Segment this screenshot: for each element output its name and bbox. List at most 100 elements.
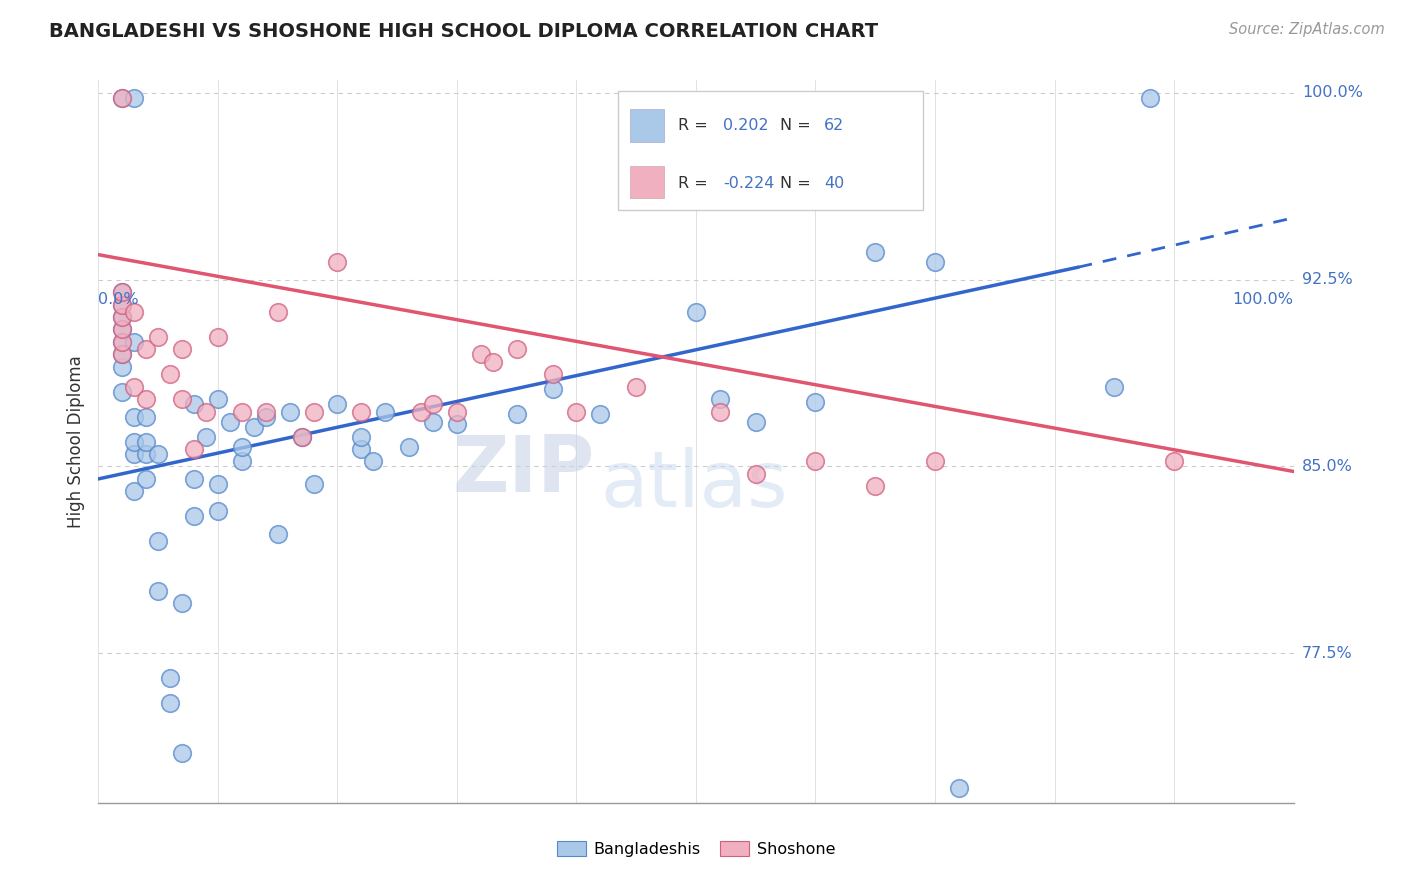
Point — [745, 467, 768, 481]
Text: 77.5%: 77.5% — [1302, 646, 1353, 661]
Point — [207, 392, 229, 407]
Point — [124, 409, 146, 424]
Point — [481, 355, 505, 369]
FancyBboxPatch shape — [619, 91, 922, 211]
Legend: Bangladeshis, Shoshone: Bangladeshis, Shoshone — [551, 835, 841, 863]
Point — [1139, 91, 1161, 105]
Point — [148, 534, 170, 549]
Point — [267, 305, 290, 319]
Point — [804, 454, 827, 468]
Text: atlas: atlas — [600, 447, 787, 523]
Point — [207, 504, 229, 518]
Point — [422, 397, 444, 411]
Point — [195, 404, 218, 418]
Point — [111, 91, 134, 105]
Text: N =: N = — [780, 119, 815, 133]
Text: 62: 62 — [824, 119, 844, 133]
Point — [135, 447, 157, 461]
Point — [172, 392, 194, 407]
Point — [350, 429, 373, 443]
Point — [111, 334, 134, 349]
Point — [172, 597, 194, 611]
Point — [124, 305, 146, 319]
Text: 85.0%: 85.0% — [1302, 459, 1353, 474]
Point — [148, 584, 170, 599]
Point — [1104, 380, 1126, 394]
Point — [326, 255, 349, 269]
Point — [470, 347, 492, 361]
Point — [159, 368, 181, 382]
Point — [745, 415, 768, 429]
Point — [111, 285, 134, 299]
Point — [278, 404, 301, 418]
Point — [1163, 454, 1185, 468]
Point — [148, 330, 170, 344]
Text: BANGLADESHI VS SHOSHONE HIGH SCHOOL DIPLOMA CORRELATION CHART: BANGLADESHI VS SHOSHONE HIGH SCHOOL DIPL… — [49, 22, 879, 41]
Point — [804, 394, 827, 409]
Point — [685, 305, 707, 319]
Point — [183, 397, 205, 411]
Point — [709, 392, 731, 407]
Point — [111, 310, 134, 324]
Point — [111, 334, 134, 349]
Point — [111, 91, 134, 105]
Point — [111, 322, 134, 336]
Point — [219, 415, 242, 429]
Point — [865, 245, 887, 260]
Point — [231, 440, 253, 454]
Point — [124, 434, 146, 449]
Point — [172, 343, 194, 357]
Point — [326, 397, 349, 411]
Text: R =: R = — [678, 119, 713, 133]
Text: 0.0%: 0.0% — [98, 292, 139, 307]
Point — [207, 330, 229, 344]
Text: 40: 40 — [824, 176, 844, 191]
Point — [411, 404, 433, 418]
Point — [506, 343, 529, 357]
Point — [183, 442, 205, 456]
Point — [111, 285, 134, 299]
Point — [111, 310, 134, 324]
Point — [446, 404, 468, 418]
Point — [111, 359, 134, 374]
Point — [422, 415, 444, 429]
Point — [124, 334, 146, 349]
Point — [267, 526, 290, 541]
Point — [172, 746, 194, 760]
Point — [291, 429, 314, 443]
Point — [111, 347, 134, 361]
Point — [254, 404, 277, 418]
Point — [124, 447, 146, 461]
Point — [626, 380, 648, 394]
Text: ZIP: ZIP — [453, 433, 595, 508]
Point — [291, 429, 314, 443]
Point — [589, 407, 612, 421]
Point — [446, 417, 468, 431]
Text: 100.0%: 100.0% — [1233, 292, 1294, 307]
Point — [363, 454, 385, 468]
Point — [865, 479, 887, 493]
Point — [231, 454, 253, 468]
Point — [709, 404, 731, 418]
FancyBboxPatch shape — [630, 166, 664, 198]
Point — [124, 91, 146, 105]
Point — [111, 322, 134, 336]
Point — [231, 404, 253, 418]
Point — [135, 392, 157, 407]
Text: 0.202: 0.202 — [724, 119, 769, 133]
Point — [541, 368, 564, 382]
Point — [183, 509, 205, 524]
Point — [243, 419, 266, 434]
Point — [541, 382, 564, 396]
Point — [124, 380, 146, 394]
Point — [148, 447, 170, 461]
Point — [111, 347, 134, 361]
Text: 92.5%: 92.5% — [1302, 272, 1353, 287]
Point — [195, 429, 218, 443]
Text: N =: N = — [780, 176, 815, 191]
Point — [924, 454, 946, 468]
Point — [159, 696, 181, 710]
Point — [948, 780, 970, 795]
Point — [111, 384, 134, 399]
Point — [183, 472, 205, 486]
